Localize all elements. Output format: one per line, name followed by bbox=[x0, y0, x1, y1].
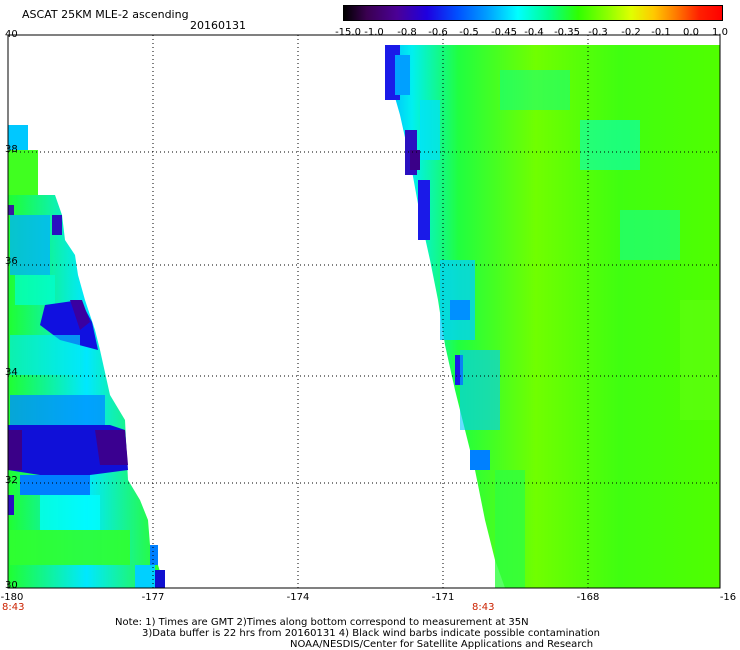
colorbar-tick: -0.3 bbox=[588, 27, 608, 38]
swath-time-label: 8:43 bbox=[472, 602, 495, 613]
y-tick-label: 34 bbox=[5, 367, 18, 378]
colorbar-tick: -0.5 bbox=[459, 27, 479, 38]
colorbar-tick: -0.35 bbox=[554, 27, 580, 38]
y-tick-label: 30 bbox=[5, 580, 18, 591]
graticule bbox=[8, 35, 720, 588]
colorbar-tick: -0.45 bbox=[491, 27, 517, 38]
swath-time-label: 8:43 bbox=[2, 602, 25, 613]
x-tick-label: -174 bbox=[286, 592, 310, 603]
colorbar-tick: 0.0 bbox=[683, 27, 699, 38]
east-swath bbox=[385, 45, 720, 588]
colorbar-tick: 1.0 bbox=[712, 27, 728, 38]
colorbar-tick: -0.1 bbox=[651, 27, 671, 38]
map-frame bbox=[7, 34, 721, 589]
map-title: ASCAT 25KM MLE-2 ascending bbox=[22, 8, 189, 21]
x-tick-label: -177 bbox=[141, 592, 165, 603]
colorbar-tick: -0.8 bbox=[397, 27, 417, 38]
colorbar-tick: -0.4 bbox=[524, 27, 544, 38]
y-tick-label: 32 bbox=[5, 475, 18, 486]
y-tick-label: 40 bbox=[5, 29, 18, 40]
y-tick-label: 38 bbox=[5, 144, 18, 155]
x-tick-label: -168 bbox=[576, 592, 600, 603]
note-line: NOAA/NESDIS/Center for Satellite Applica… bbox=[290, 639, 594, 650]
x-tick-label: -171 bbox=[431, 592, 455, 603]
x-tick-label: -180 bbox=[0, 592, 24, 603]
colorbar bbox=[343, 5, 723, 21]
colorbar-tick: -0.2 bbox=[621, 27, 641, 38]
colorbar-tick: -0.6 bbox=[428, 27, 448, 38]
note-line: Note: 1) Times are GMT 2)Times along bot… bbox=[115, 617, 529, 628]
map-date: 20160131 bbox=[190, 19, 246, 32]
colorbar-tick: -15.0 bbox=[335, 27, 361, 38]
y-tick-label: 36 bbox=[5, 256, 18, 267]
west-swath bbox=[8, 125, 165, 588]
colorbar-tick: -1.0 bbox=[364, 27, 384, 38]
x-tick-label: -16 bbox=[719, 592, 737, 603]
note-line: 3)Data buffer is 22 hrs from 20160131 4)… bbox=[142, 628, 600, 639]
